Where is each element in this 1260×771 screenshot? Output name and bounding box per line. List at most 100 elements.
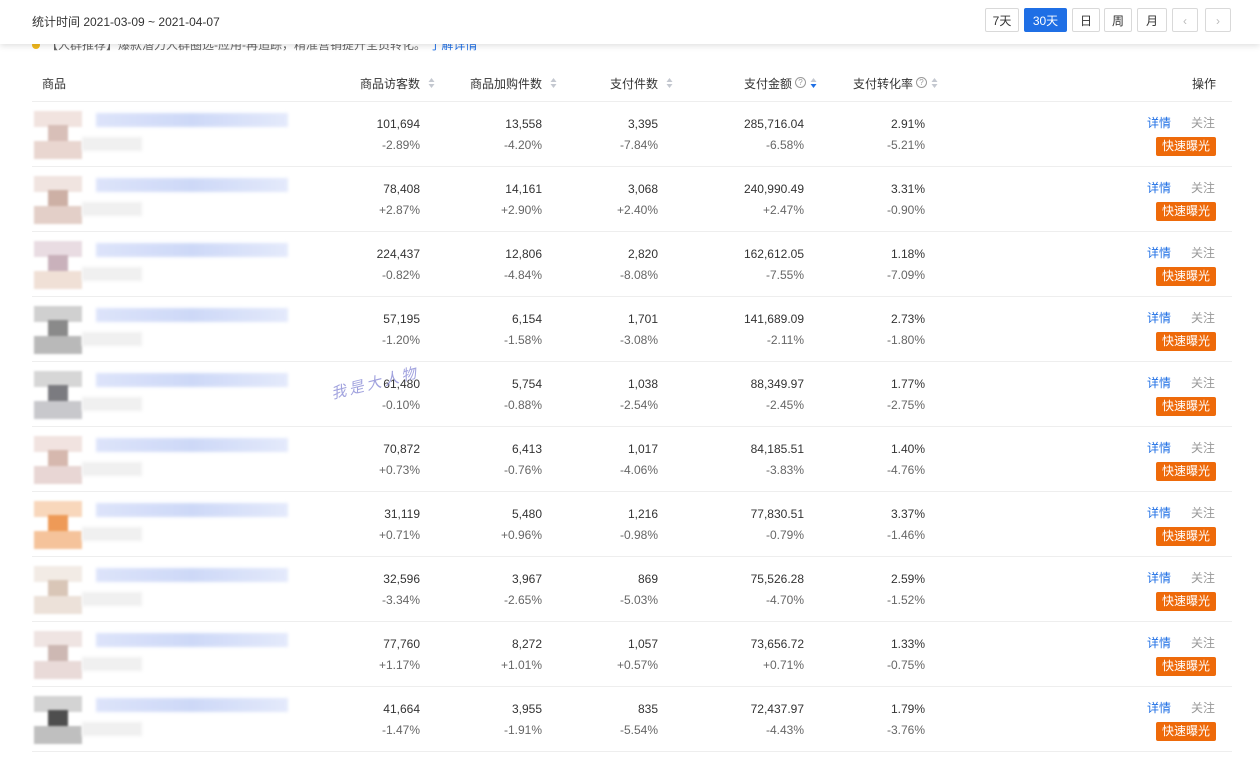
value-cell: 78,408 (383, 182, 420, 196)
row-separator (32, 296, 1232, 297)
row-separator (32, 491, 1232, 492)
change-cell: +2.47% (762, 203, 804, 217)
value-cell: 6,413 (511, 442, 542, 456)
change-cell: -7.55% (765, 268, 804, 282)
help-icon: ? (795, 77, 806, 88)
follow-link[interactable]: 关注 (1191, 376, 1216, 390)
change-cell: +0.73% (378, 463, 420, 477)
fast-exposure-button[interactable]: 快速曝光 (1156, 657, 1216, 676)
row-separator (32, 231, 1232, 232)
sort-icon[interactable] (810, 77, 817, 89)
fast-exposure-button[interactable]: 快速曝光 (1156, 267, 1216, 286)
value-cell: 3,955 (511, 702, 542, 716)
change-cell: -4.06% (619, 463, 658, 477)
value-cell: 77,830.51 (750, 507, 804, 521)
product-thumbnail (34, 436, 82, 484)
detail-link[interactable]: 详情 (1147, 636, 1172, 650)
prev-button[interactable]: ‹ (1172, 8, 1198, 32)
sort-icon[interactable] (428, 77, 435, 89)
change-cell: -3.08% (619, 333, 658, 347)
follow-link[interactable]: 关注 (1191, 116, 1216, 130)
fast-exposure-button[interactable]: 快速曝光 (1156, 462, 1216, 481)
period-button[interactable]: 月 (1137, 8, 1167, 32)
product-thumbnail (34, 241, 82, 289)
help-icon: ? (916, 77, 927, 88)
value-cell: 12,806 (505, 247, 542, 261)
sort-icon[interactable] (666, 77, 673, 89)
change-cell: -1.58% (503, 333, 542, 347)
product-thumbnail (34, 176, 82, 224)
change-cell: -1.46% (886, 528, 925, 542)
fast-exposure-button[interactable]: 快速曝光 (1156, 137, 1216, 156)
detail-link[interactable]: 详情 (1147, 116, 1172, 130)
detail-link[interactable]: 详情 (1147, 376, 1172, 390)
change-cell: -0.90% (886, 203, 925, 217)
value-cell: 84,185.51 (750, 442, 804, 456)
header-bar: 统计时间 2021-03-09 ~ 2021-04-07 7天 30天日周月 ‹ … (0, 0, 1260, 44)
date-range: 统计时间 2021-03-09 ~ 2021-04-07 (32, 15, 220, 29)
value-cell: 77,760 (383, 637, 420, 651)
value-cell: 31,119 (384, 507, 420, 521)
detail-link[interactable]: 详情 (1147, 506, 1172, 520)
follow-link[interactable]: 关注 (1191, 701, 1216, 715)
value-cell: 61,480 (383, 377, 420, 391)
row-separator (32, 166, 1232, 167)
fast-exposure-button[interactable]: 快速曝光 (1156, 592, 1216, 611)
detail-link[interactable]: 详情 (1147, 246, 1172, 260)
change-cell: -0.82% (381, 268, 420, 282)
change-cell: -3.83% (765, 463, 804, 477)
change-cell: -1.47% (381, 723, 420, 737)
follow-link[interactable]: 关注 (1191, 311, 1216, 325)
value-cell: 1,216 (627, 507, 658, 521)
change-cell: -2.65% (503, 593, 542, 607)
change-cell: +2.87% (378, 203, 420, 217)
column-header: 商品访客数 (359, 77, 420, 91)
period-button[interactable]: 周 (1104, 8, 1132, 32)
fast-exposure-button[interactable]: 快速曝光 (1156, 527, 1216, 546)
sort-icon[interactable] (550, 77, 557, 89)
change-cell: -4.84% (503, 268, 542, 282)
change-cell: +0.96% (500, 528, 542, 542)
fast-exposure-button[interactable]: 快速曝光 (1156, 202, 1216, 221)
change-cell: +2.90% (500, 203, 542, 217)
value-cell: 101,694 (376, 117, 420, 131)
product-thumbnail (34, 566, 82, 614)
column-header: 商品 (42, 77, 67, 91)
product-sub (82, 137, 142, 151)
value-cell: 3,967 (511, 572, 542, 586)
product-title (96, 113, 288, 127)
change-cell: -8.08% (619, 268, 658, 282)
product-sub (82, 657, 142, 671)
product-title (96, 503, 288, 517)
value-cell: 1,038 (627, 377, 658, 391)
detail-link[interactable]: 详情 (1147, 311, 1172, 325)
next-button[interactable]: › (1205, 8, 1231, 32)
follow-link[interactable]: 关注 (1191, 506, 1216, 520)
detail-link[interactable]: 详情 (1147, 701, 1172, 715)
value-cell: 3.37% (890, 507, 925, 521)
sort-icon[interactable] (931, 77, 938, 89)
value-cell: 2.91% (890, 117, 925, 131)
value-cell: 6,154 (511, 312, 542, 326)
value-cell: 2.73% (890, 312, 925, 326)
detail-link[interactable]: 详情 (1147, 571, 1172, 585)
value-cell: 835 (637, 702, 658, 716)
fast-exposure-button[interactable]: 快速曝光 (1156, 332, 1216, 351)
follow-link[interactable]: 关注 (1191, 246, 1216, 260)
product-sub (82, 592, 142, 606)
value-cell: 72,437.97 (750, 702, 804, 716)
follow-link[interactable]: 关注 (1191, 181, 1216, 195)
change-cell: -2.45% (765, 398, 804, 412)
follow-link[interactable]: 关注 (1191, 571, 1216, 585)
fast-exposure-button[interactable]: 快速曝光 (1156, 722, 1216, 741)
period-button[interactable]: 30天 (1024, 8, 1067, 32)
product-title (96, 568, 288, 582)
detail-link[interactable]: 详情 (1147, 181, 1172, 195)
fast-exposure-button[interactable]: 快速曝光 (1156, 397, 1216, 416)
period-button[interactable]: 日 (1072, 8, 1100, 32)
detail-link[interactable]: 详情 (1147, 441, 1172, 455)
period-button[interactable]: 7天 (985, 8, 1019, 32)
follow-link[interactable]: 关注 (1191, 636, 1216, 650)
follow-link[interactable]: 关注 (1191, 441, 1216, 455)
change-cell: -2.54% (619, 398, 658, 412)
